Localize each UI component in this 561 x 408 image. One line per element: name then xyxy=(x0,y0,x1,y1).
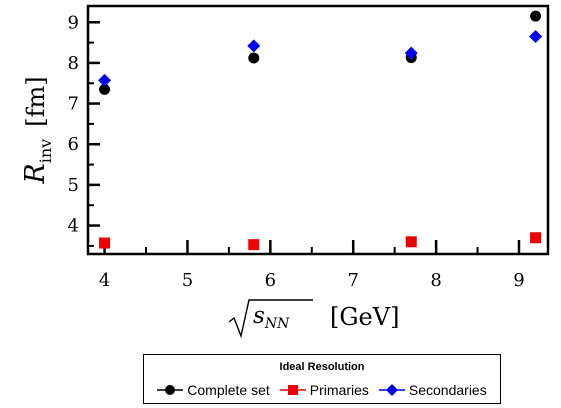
x-tick-label: 4 xyxy=(99,270,110,291)
y-tick-label: 8 xyxy=(68,53,79,74)
y-axis: 4 5 6 7 8 9 xyxy=(68,12,100,247)
plot-frame xyxy=(86,4,550,256)
x-tick-label: 8 xyxy=(430,270,441,291)
y-tick-label: 9 xyxy=(68,12,79,33)
point-complete-set xyxy=(248,52,260,64)
legend-item-secondaries: Secondaries xyxy=(378,382,487,398)
data-points xyxy=(98,10,543,251)
x-tick-label: 5 xyxy=(182,270,193,291)
point-complete-set xyxy=(99,83,111,95)
x-tick-label: 9 xyxy=(513,270,524,291)
point-primaries xyxy=(248,239,260,251)
point-secondaries xyxy=(404,46,418,60)
svg-text:Rinv[fm]: Rinv[fm] xyxy=(20,76,55,184)
diamond-marker-icon xyxy=(378,384,405,396)
x-tick-label: 7 xyxy=(347,270,358,291)
legend-item-complete-set: Complete set xyxy=(157,382,270,398)
circle-marker-icon xyxy=(157,385,184,395)
legend-items: Complete set Primaries Secondaries xyxy=(144,380,500,400)
point-primaries xyxy=(530,232,542,244)
y-tick-label: 7 xyxy=(68,94,79,115)
sqrt-symbol xyxy=(228,299,313,339)
x-axis: 4 5 6 7 8 9 xyxy=(99,240,525,291)
y-axis-title: Rinv[fm] xyxy=(20,76,55,184)
x-axis-title: sNN [GeV] xyxy=(228,299,399,339)
point-secondaries xyxy=(529,29,543,43)
x-axis-unit: [GeV] xyxy=(330,303,399,331)
legend-label-secondaries: Secondaries xyxy=(408,382,487,398)
scatter-chart: 4 5 6 7 8 9 4 5 6 7 8 9 Rinv[fm] sNN [GeV] xyxy=(20,4,550,339)
point-complete-set xyxy=(530,10,542,22)
point-secondaries xyxy=(247,39,261,53)
point-primaries xyxy=(99,237,111,249)
y-axis-unit: [fm] xyxy=(22,76,50,126)
point-secondaries xyxy=(98,73,112,87)
x-tick-label: 6 xyxy=(265,270,276,291)
legend-item-primaries: Primaries xyxy=(279,382,369,398)
legend: Ideal Resolution Complete set Primaries … xyxy=(143,354,501,404)
legend-label-primaries: Primaries xyxy=(309,382,369,398)
point-primaries xyxy=(405,236,417,248)
y-tick-label: 5 xyxy=(68,175,79,196)
svg-text:sNN: sNN xyxy=(253,303,290,332)
legend-label-complete-set: Complete set xyxy=(187,382,270,398)
square-marker-icon xyxy=(279,385,306,395)
legend-title: Ideal Resolution xyxy=(279,361,365,373)
y-tick-label: 6 xyxy=(68,134,79,155)
y-tick-label: 4 xyxy=(68,216,79,237)
